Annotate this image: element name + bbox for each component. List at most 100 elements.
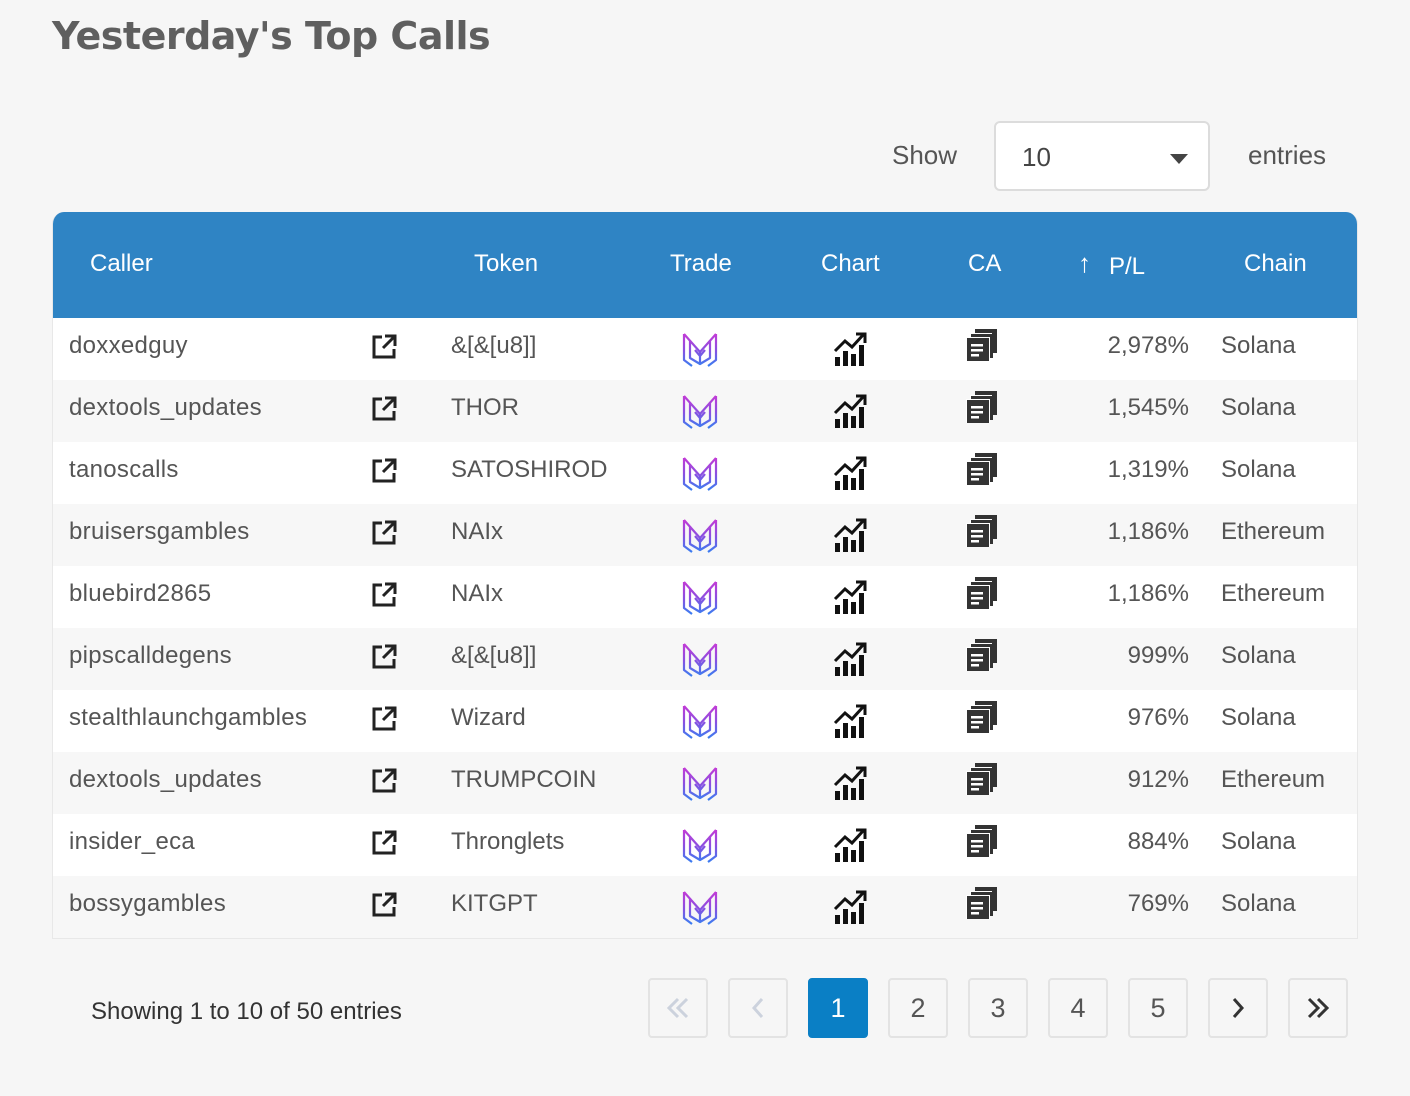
header-chain[interactable]: Chain: [1244, 250, 1307, 277]
token-name: SATOSHIROD: [451, 456, 608, 483]
token-name: &[&[u8]]: [451, 642, 537, 669]
token-name: KITGPT: [451, 890, 538, 917]
table-info: Showing 1 to 10 of 50 entries: [91, 998, 402, 1025]
chain-name: Solana: [1221, 456, 1296, 483]
external-link-icon[interactable]: [371, 520, 397, 546]
copy-icon[interactable]: [965, 886, 999, 920]
pl-value: 1,186%: [1107, 580, 1189, 607]
table-row: bossygambles KITGPT 769% Solana: [53, 876, 1357, 938]
page-button-5[interactable]: 5: [1128, 978, 1188, 1038]
header-ca[interactable]: CA: [968, 250, 1002, 277]
entries-label: entries: [1248, 140, 1327, 170]
trade-logo-icon[interactable]: [681, 454, 719, 492]
page-title: Yesterday's Top Calls: [52, 14, 491, 58]
page-button-4[interactable]: 4: [1048, 978, 1108, 1038]
table-row: bruisersgambles NAIx 1,186% Ethereum: [53, 504, 1357, 566]
pl-value: 1,186%: [1107, 518, 1189, 545]
trade-logo-icon[interactable]: [681, 392, 719, 430]
copy-icon[interactable]: [965, 514, 999, 548]
trade-logo-icon[interactable]: [681, 702, 719, 740]
prev-page-button[interactable]: [728, 978, 788, 1038]
trade-logo-icon[interactable]: [681, 516, 719, 554]
chart-icon[interactable]: [833, 827, 867, 863]
copy-icon[interactable]: [965, 824, 999, 858]
copy-icon[interactable]: [965, 452, 999, 486]
last-page-button[interactable]: [1288, 978, 1348, 1038]
chart-icon[interactable]: [833, 455, 867, 491]
header-trade[interactable]: Trade: [670, 250, 732, 277]
trade-logo-icon[interactable]: [681, 888, 719, 926]
trade-logo-icon[interactable]: [681, 578, 719, 616]
chart-icon[interactable]: [833, 579, 867, 615]
header-caller[interactable]: Caller: [90, 250, 153, 277]
header-pl-label: P/L: [1109, 253, 1146, 280]
page-button-2[interactable]: 2: [888, 978, 948, 1038]
header-token[interactable]: Token: [474, 250, 539, 277]
entries-per-page-select[interactable]: 10: [994, 121, 1210, 191]
trade-logo-icon[interactable]: [681, 330, 719, 368]
chart-icon[interactable]: [833, 889, 867, 925]
chart-icon[interactable]: [833, 393, 867, 429]
copy-icon[interactable]: [965, 700, 999, 734]
next-page-button[interactable]: [1208, 978, 1268, 1038]
external-link-icon[interactable]: [371, 458, 397, 484]
chain-name: Solana: [1221, 642, 1296, 669]
trade-logo-icon[interactable]: [681, 640, 719, 678]
table-row: dextools_updates TRUMPCOIN 912% Ethereum: [53, 752, 1357, 814]
caller-name[interactable]: stealthlaunchgambles: [69, 704, 308, 731]
caller-name[interactable]: dextools_updates: [69, 394, 262, 421]
chart-icon[interactable]: [833, 331, 867, 367]
copy-icon[interactable]: [965, 762, 999, 796]
external-link-icon[interactable]: [371, 334, 397, 360]
token-name: THOR: [451, 394, 519, 421]
copy-icon[interactable]: [965, 328, 999, 362]
show-label: Show: [892, 140, 958, 170]
page-button-3[interactable]: 3: [968, 978, 1028, 1038]
external-link-icon[interactable]: [371, 830, 397, 856]
chevron-down-icon: [1170, 154, 1188, 164]
first-page-button[interactable]: [648, 978, 708, 1038]
external-link-icon[interactable]: [371, 644, 397, 670]
caller-name[interactable]: tanoscalls: [69, 456, 179, 483]
external-link-icon[interactable]: [371, 706, 397, 732]
chain-name: Ethereum: [1221, 766, 1326, 793]
pl-value: 999%: [1127, 642, 1189, 669]
token-name: TRUMPCOIN: [451, 766, 597, 793]
caller-name[interactable]: bossygambles: [69, 890, 227, 917]
copy-icon[interactable]: [965, 390, 999, 424]
chart-icon[interactable]: [833, 641, 867, 677]
copy-icon[interactable]: [965, 576, 999, 610]
chain-name: Ethereum: [1221, 518, 1326, 545]
caller-name[interactable]: bluebird2865: [69, 580, 212, 607]
external-link-icon[interactable]: [371, 396, 397, 422]
caller-name[interactable]: bruisersgambles: [69, 518, 250, 545]
chart-icon[interactable]: [833, 703, 867, 739]
trade-logo-icon[interactable]: [681, 764, 719, 802]
caller-name[interactable]: pipscalldegens: [69, 642, 232, 669]
caller-name[interactable]: doxxedguy: [69, 332, 188, 359]
trade-logo-icon[interactable]: [681, 826, 719, 864]
caller-name[interactable]: insider_eca: [69, 828, 196, 855]
table-row: bluebird2865 NAIx 1,186% Ethereum: [53, 566, 1357, 628]
table-row: stealthlaunchgambles Wizard 976% Solana: [53, 690, 1357, 752]
chevron-right-icon: [1232, 998, 1245, 1018]
chain-name: Solana: [1221, 704, 1296, 731]
pl-value: 912%: [1127, 766, 1189, 793]
header-chart[interactable]: Chart: [821, 250, 880, 277]
token-name: Thronglets: [451, 828, 565, 855]
header-pl[interactable]: ↑ P/L: [1078, 248, 1146, 281]
chart-icon[interactable]: [833, 765, 867, 801]
chart-icon[interactable]: [833, 517, 867, 553]
page-button-1[interactable]: 1: [808, 978, 868, 1038]
external-link-icon[interactable]: [371, 768, 397, 794]
external-link-icon[interactable]: [371, 892, 397, 918]
sort-arrow-up-icon: ↑: [1078, 248, 1091, 278]
table-row: doxxedguy &[&[u8]] 2,978% Solana: [53, 318, 1357, 380]
table-row: dextools_updates THOR 1,545% Solana: [53, 380, 1357, 442]
copy-icon[interactable]: [965, 638, 999, 672]
pl-value: 2,978%: [1107, 332, 1189, 359]
external-link-icon[interactable]: [371, 582, 397, 608]
table-header: Caller Token Trade Chart CA ↑ P/L Chain: [53, 212, 1357, 318]
caller-name[interactable]: dextools_updates: [69, 766, 262, 793]
pl-value: 884%: [1127, 828, 1189, 855]
